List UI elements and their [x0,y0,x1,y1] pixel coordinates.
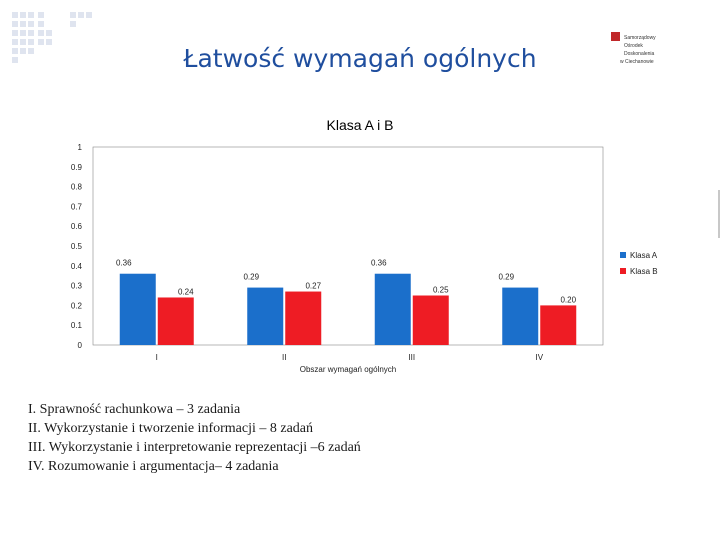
x-axis-title: Obszar wymagań ogólnych [300,365,397,374]
svg-text:Samorządowy: Samorządowy [624,35,656,41]
legend-swatch-klasa-a [620,252,626,258]
scrollbar-edge [718,190,720,238]
legend-item-klasa-b: Klasa B [620,263,658,279]
data-label: 0.24 [178,287,194,296]
bar-klasa-a [374,273,411,345]
legend-swatch-klasa-b [620,268,626,274]
description-line-i: I. Sprawność rachunkowa – 3 zadania [28,402,241,417]
decorative-dot [46,30,52,36]
decorative-dot [28,30,34,36]
decorative-dot [20,48,26,54]
y-tick-label: 0.9 [71,163,83,172]
decorative-dot [70,12,76,18]
x-tick-label: II [282,353,286,362]
decorative-dot [38,12,44,18]
decorative-dot [12,30,18,36]
bar-klasa-a [502,287,539,345]
y-tick-label: 0.2 [71,301,83,310]
bar-klasa-b [285,291,322,345]
bar-klasa-a [247,287,284,345]
bar-klasa-b [540,305,577,345]
y-tick-label: 0.3 [71,282,83,291]
decorative-dot [86,12,92,18]
y-tick-label: 0 [78,341,83,350]
y-tick-label: 1 [78,143,83,152]
decorative-dot [28,12,34,18]
decorative-dot [28,48,34,54]
bar-klasa-a [119,273,156,345]
description-line-ii: II. Wykorzystanie i tworzenie informacji… [28,421,314,436]
decorative-dot [20,39,26,45]
decorative-dot [70,21,76,27]
legend-item-klasa-a: Klasa A [620,247,658,263]
y-tick-label: 0.8 [71,183,83,192]
decorative-dot [78,12,84,18]
description-line-iii: III. Wykorzystanie i interpretowanie rep… [28,440,361,455]
y-tick-label: 0.7 [71,202,83,211]
decorative-dot [12,12,18,18]
data-label: 0.36 [371,259,387,268]
y-tick-label: 0.6 [71,222,83,231]
decorative-dot [38,39,44,45]
svg-text:Doskonalenia: Doskonalenia [624,51,655,57]
decorative-dot [46,39,52,45]
legend-label-klasa-a: Klasa A [630,250,658,260]
slide-title: Łatwość wymagań ogólnych [183,44,537,73]
decorative-dot [28,21,34,27]
x-tick-label: IV [535,353,543,362]
data-label: 0.36 [116,259,132,268]
data-label: 0.29 [498,273,514,282]
svg-text:Ośrodek: Ośrodek [624,43,643,49]
chart-title: Klasa A i B [326,117,394,133]
decorative-dot [12,57,18,63]
x-tick-label: I [156,353,158,362]
area-descriptions: I. Sprawność rachunkowa – 3 zadania II. … [28,400,361,476]
y-tick-label: 0.1 [71,321,83,330]
decorative-dot-pattern [0,0,100,70]
decorative-dot [20,12,26,18]
bar-klasa-b [157,297,194,345]
decorative-dot [38,21,44,27]
organization-logo: Samorządowy Ośrodek Doskonalenia w Ciech… [611,32,656,65]
y-tick-label: 0.4 [71,262,83,271]
plot-area-frame [92,146,604,346]
data-label: 0.25 [433,286,449,295]
decorative-dot [20,21,26,27]
bar-klasa-b [412,295,449,345]
decorative-dot [12,39,18,45]
y-tick-label: 0.5 [71,242,83,251]
chart-legend: Klasa A Klasa B [620,247,658,279]
legend-label-klasa-b: Klasa B [630,266,658,276]
description-line-iv: IV. Rozumowanie i argumentacja– 4 zadani… [28,459,279,474]
data-label: 0.20 [560,295,576,304]
decorative-dot [20,30,26,36]
data-label: 0.27 [305,282,321,291]
svg-text:w Ciechanowie: w Ciechanowie [620,59,654,65]
decorative-dot [12,21,18,27]
logo-red-square [611,32,620,41]
x-tick-label: III [408,353,415,362]
decorative-dot [12,48,18,54]
data-label: 0.29 [243,273,259,282]
decorative-dot [38,30,44,36]
decorative-dot [28,39,34,45]
